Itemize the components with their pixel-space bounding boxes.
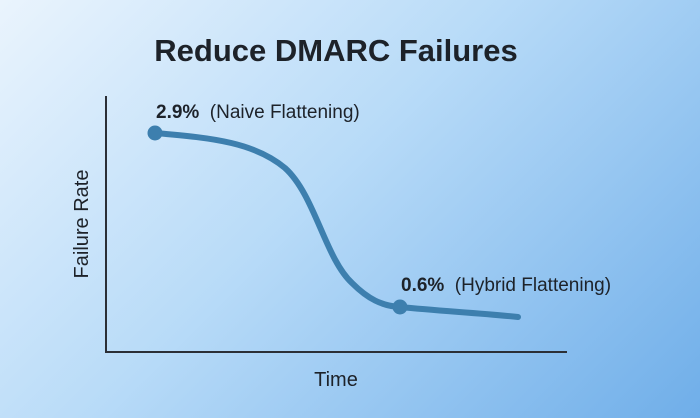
- annotation-hybrid-value: 0.6%: [401, 275, 444, 296]
- y-axis-label: Failure Rate: [71, 170, 93, 279]
- data-point-hybrid: [392, 299, 408, 315]
- series-line: [152, 130, 521, 320]
- annotation-naive-label: (Naive Flattening): [210, 102, 360, 123]
- chart-title: Reduce DMARC Failures: [154, 33, 517, 68]
- data-point-naive: [147, 125, 163, 141]
- annotation-naive-value: 2.9%: [156, 102, 199, 123]
- annotation-hybrid: 0.6% (Hybrid Flattening): [401, 275, 611, 296]
- annotation-hybrid-label: (Hybrid Flattening): [455, 275, 611, 296]
- annotation-naive: 2.9% (Naive Flattening): [156, 102, 360, 123]
- x-axis-label: Time: [314, 369, 358, 391]
